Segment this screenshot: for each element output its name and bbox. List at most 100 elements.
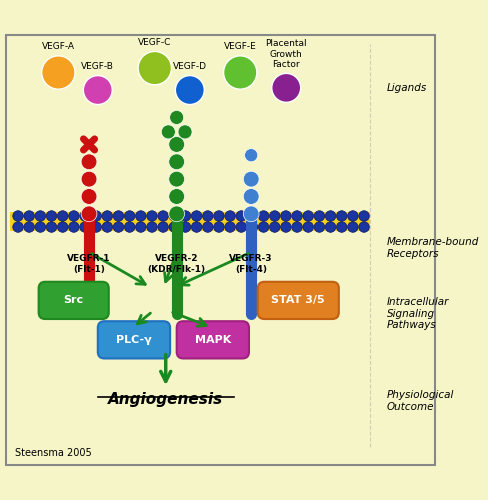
Circle shape	[244, 188, 259, 204]
Circle shape	[24, 210, 35, 222]
Circle shape	[170, 110, 183, 124]
Text: PLC-γ: PLC-γ	[116, 335, 152, 345]
Circle shape	[158, 210, 168, 222]
Circle shape	[347, 222, 358, 232]
Circle shape	[214, 210, 224, 222]
Circle shape	[169, 222, 180, 232]
Circle shape	[35, 210, 45, 222]
Circle shape	[81, 154, 97, 170]
Circle shape	[136, 210, 146, 222]
Circle shape	[124, 210, 135, 222]
Circle shape	[292, 222, 303, 232]
Circle shape	[225, 222, 235, 232]
Circle shape	[236, 222, 246, 232]
Text: VEGF-E: VEGF-E	[224, 42, 257, 51]
Circle shape	[247, 210, 258, 222]
Circle shape	[272, 74, 301, 102]
Circle shape	[281, 210, 291, 222]
Circle shape	[247, 222, 258, 232]
Text: STAT 3/5: STAT 3/5	[271, 296, 325, 306]
Circle shape	[169, 171, 184, 187]
Circle shape	[169, 206, 184, 222]
Circle shape	[203, 210, 213, 222]
Circle shape	[303, 210, 313, 222]
Circle shape	[203, 222, 213, 232]
Circle shape	[325, 210, 336, 222]
Circle shape	[292, 210, 303, 222]
Text: VEGF-D: VEGF-D	[173, 62, 207, 71]
Text: VEGF-B: VEGF-B	[81, 62, 114, 71]
Circle shape	[81, 206, 97, 222]
Circle shape	[169, 136, 184, 152]
Circle shape	[69, 222, 79, 232]
Text: VEGFR-3
(Flt-4): VEGFR-3 (Flt-4)	[229, 254, 273, 274]
Circle shape	[138, 52, 171, 85]
Circle shape	[13, 222, 23, 232]
Circle shape	[244, 148, 258, 162]
Circle shape	[303, 222, 313, 232]
Text: Physiological
Outcome: Physiological Outcome	[387, 390, 454, 412]
Circle shape	[147, 210, 157, 222]
Text: VEGFR-2
(KDR/Flk-1): VEGFR-2 (KDR/Flk-1)	[147, 254, 206, 274]
Circle shape	[281, 222, 291, 232]
Circle shape	[124, 222, 135, 232]
Circle shape	[91, 210, 102, 222]
Text: VEGF-A: VEGF-A	[42, 42, 75, 51]
Circle shape	[224, 56, 257, 89]
Text: Placental
Growth
Factor: Placental Growth Factor	[265, 39, 307, 69]
Circle shape	[46, 222, 57, 232]
Circle shape	[180, 222, 191, 232]
Circle shape	[158, 222, 168, 232]
Circle shape	[136, 222, 146, 232]
Circle shape	[113, 222, 124, 232]
Circle shape	[80, 222, 90, 232]
Circle shape	[102, 222, 113, 232]
Circle shape	[236, 210, 246, 222]
Circle shape	[147, 222, 157, 232]
Circle shape	[175, 76, 204, 104]
FancyBboxPatch shape	[39, 282, 109, 319]
Bar	[10, 212, 369, 230]
Circle shape	[314, 222, 325, 232]
Circle shape	[162, 125, 175, 139]
Circle shape	[69, 210, 79, 222]
Circle shape	[13, 210, 23, 222]
Circle shape	[244, 206, 259, 222]
Circle shape	[191, 210, 202, 222]
Circle shape	[169, 154, 184, 170]
Circle shape	[81, 188, 97, 204]
Circle shape	[91, 222, 102, 232]
Circle shape	[180, 210, 191, 222]
Circle shape	[359, 222, 369, 232]
Circle shape	[58, 210, 68, 222]
Circle shape	[102, 210, 113, 222]
Circle shape	[269, 210, 280, 222]
FancyBboxPatch shape	[258, 282, 339, 319]
Circle shape	[191, 222, 202, 232]
Circle shape	[336, 222, 347, 232]
Circle shape	[46, 210, 57, 222]
Text: Angiogenesis: Angiogenesis	[108, 392, 224, 407]
Circle shape	[81, 171, 97, 187]
Circle shape	[347, 210, 358, 222]
FancyBboxPatch shape	[177, 321, 249, 358]
Text: Src: Src	[63, 296, 84, 306]
Circle shape	[58, 222, 68, 232]
Circle shape	[169, 188, 184, 204]
Text: VEGF-C: VEGF-C	[138, 38, 171, 47]
Circle shape	[214, 222, 224, 232]
Text: Membrane-bound
Receptors: Membrane-bound Receptors	[387, 237, 479, 258]
Circle shape	[113, 210, 124, 222]
Circle shape	[80, 210, 90, 222]
Text: VEGFR-1
(Flt-1): VEGFR-1 (Flt-1)	[67, 254, 111, 274]
Circle shape	[314, 210, 325, 222]
Circle shape	[169, 210, 180, 222]
Circle shape	[336, 210, 347, 222]
Circle shape	[41, 56, 75, 89]
Text: MAPK: MAPK	[195, 335, 231, 345]
Circle shape	[258, 222, 269, 232]
Circle shape	[258, 210, 269, 222]
Circle shape	[35, 222, 45, 232]
Circle shape	[24, 222, 35, 232]
Circle shape	[178, 125, 192, 139]
